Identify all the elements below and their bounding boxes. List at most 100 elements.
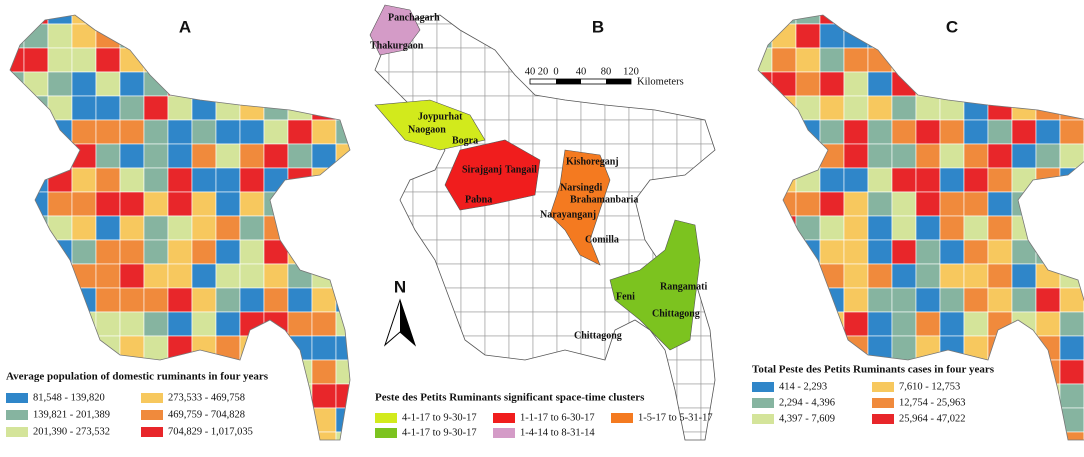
district — [676, 359, 702, 385]
district — [47, 191, 73, 217]
district — [287, 287, 313, 313]
district — [843, 119, 869, 145]
district — [939, 335, 965, 361]
district — [700, 167, 715, 193]
district — [335, 239, 350, 265]
district — [71, 71, 97, 97]
district — [335, 407, 350, 433]
district — [963, 143, 989, 169]
district — [700, 215, 715, 241]
district — [143, 215, 169, 241]
district — [795, 167, 821, 193]
district — [508, 95, 534, 121]
district — [1011, 71, 1037, 97]
district — [239, 191, 265, 217]
district — [604, 95, 630, 121]
district — [758, 335, 773, 361]
district — [239, 239, 265, 265]
district — [652, 47, 678, 73]
district — [239, 23, 265, 49]
district — [819, 15, 845, 25]
district — [436, 359, 462, 385]
district — [1035, 335, 1061, 361]
district — [652, 119, 678, 145]
district — [484, 359, 510, 385]
district — [215, 95, 241, 121]
legend-label: 4-1-17 to 9-30-17 — [402, 412, 477, 423]
district — [915, 335, 941, 361]
district — [939, 215, 965, 241]
district — [915, 143, 941, 169]
district — [95, 263, 121, 289]
district — [23, 167, 49, 193]
district — [843, 215, 869, 241]
district — [843, 287, 869, 313]
district — [771, 239, 797, 265]
district — [652, 167, 678, 193]
district — [700, 239, 715, 265]
district — [484, 71, 510, 97]
district — [95, 311, 121, 337]
district — [287, 47, 313, 73]
district — [143, 23, 169, 49]
district — [532, 119, 558, 145]
district — [10, 71, 25, 97]
district — [1035, 15, 1061, 25]
district — [987, 311, 1013, 337]
district — [508, 215, 534, 241]
district — [388, 71, 414, 97]
map-a — [9, 14, 351, 441]
district — [891, 15, 917, 25]
district-label: Pabna — [465, 194, 492, 205]
district — [508, 287, 534, 313]
district — [311, 15, 337, 25]
district — [771, 119, 797, 145]
district-label: Narayanganj — [540, 209, 596, 220]
district — [1035, 71, 1061, 97]
district — [628, 15, 654, 25]
district — [1011, 215, 1037, 241]
district — [532, 15, 558, 25]
district — [287, 167, 313, 193]
district — [963, 167, 989, 193]
district — [191, 191, 217, 217]
district — [263, 263, 289, 289]
district — [758, 215, 773, 241]
district — [1011, 359, 1037, 385]
district — [167, 47, 193, 73]
district — [987, 407, 1013, 433]
district — [915, 431, 941, 440]
district — [1059, 191, 1084, 217]
district — [819, 431, 845, 440]
district — [580, 263, 606, 289]
district — [580, 95, 606, 121]
district — [987, 191, 1013, 217]
district-label: Narsingdi — [560, 182, 602, 193]
district — [1011, 431, 1037, 440]
district — [10, 47, 25, 73]
district — [771, 263, 797, 289]
district — [388, 143, 414, 169]
district — [47, 23, 73, 49]
district — [1011, 23, 1037, 49]
district — [95, 143, 121, 169]
district — [795, 15, 821, 25]
district — [1035, 215, 1061, 241]
district — [10, 239, 25, 265]
district — [215, 335, 241, 361]
district — [143, 47, 169, 73]
district-label: Brahamanbaria — [570, 194, 638, 205]
district — [867, 167, 893, 193]
district — [819, 311, 845, 337]
district — [167, 167, 193, 193]
district — [239, 119, 265, 145]
district — [263, 15, 289, 25]
district — [460, 215, 486, 241]
district — [375, 215, 390, 241]
district — [628, 23, 654, 49]
scale-tick: 120 — [623, 66, 639, 77]
district — [891, 23, 917, 49]
district — [239, 71, 265, 97]
north-arrow-half — [400, 300, 415, 345]
